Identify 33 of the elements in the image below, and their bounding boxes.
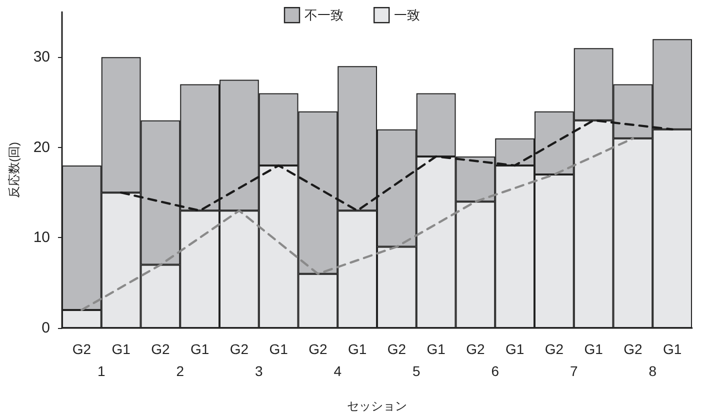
- legend-label: 不一致: [304, 8, 344, 23]
- x-tick-label: G1: [269, 341, 288, 357]
- text: 6: [491, 363, 500, 379]
- y-tick-label: 0: [42, 320, 50, 336]
- text: 1: [97, 363, 106, 379]
- x-tick-label: G1: [190, 341, 210, 357]
- y-tick-label: 30: [33, 48, 50, 66]
- x-tick-label: G2: [466, 341, 485, 357]
- x-tick-label: G1: [348, 341, 367, 357]
- x-tick-label: G2: [72, 341, 92, 357]
- x-tick-label: G2: [624, 341, 642, 357]
- legend-label: 一致: [394, 8, 420, 23]
- x-tick-label: G1: [662, 341, 682, 357]
- text: 3: [254, 363, 263, 379]
- text: 5: [412, 363, 420, 379]
- x-tick-label: G2: [230, 341, 249, 357]
- x-tick-label: G2: [308, 341, 328, 357]
- x-tick-label: G1: [505, 341, 524, 357]
- line-series: [80, 137, 634, 312]
- text: 7: [570, 363, 578, 379]
- x-tick-label: G2: [387, 341, 406, 357]
- x-tick-label: G1: [584, 341, 604, 357]
- text: 2: [176, 363, 184, 379]
- y-tick-label: 10: [33, 229, 50, 246]
- x-tick-label: G1: [112, 341, 131, 357]
- y-axis-title: 反応数(回): [7, 142, 21, 198]
- x-tick-label: G2: [544, 341, 564, 357]
- text: 8: [648, 363, 657, 379]
- x-tick-label: G1: [426, 341, 446, 357]
- x-tick-label: G2: [151, 341, 170, 357]
- text: 4: [334, 363, 342, 379]
- x-axis-title: セッション: [347, 399, 407, 413]
- y-tick-label: 20: [33, 138, 50, 156]
